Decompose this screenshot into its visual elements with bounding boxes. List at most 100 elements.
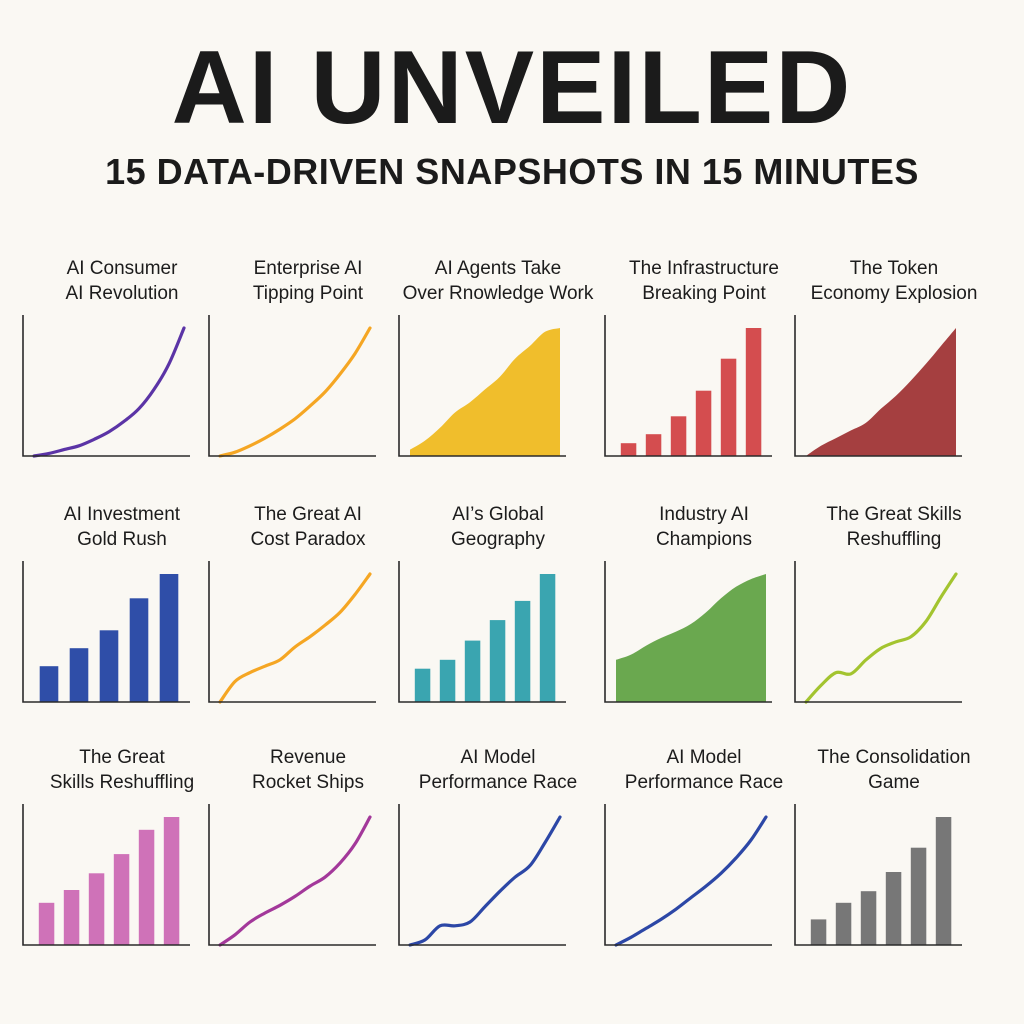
chart-panel: The Great AI Cost Paradox <box>208 502 408 742</box>
bar <box>910 847 927 945</box>
chart-panel: AI Model Performance Race <box>398 745 598 985</box>
chart-axis <box>398 804 566 946</box>
chart-panel: AI Investment Gold Rush <box>22 502 222 742</box>
bar <box>885 872 902 945</box>
chart-panel: Industry AI Champions <box>604 502 804 742</box>
chart-plot <box>794 804 962 946</box>
bar <box>539 574 556 702</box>
chart-title: The Consolidation Game <box>817 747 971 793</box>
bar <box>464 640 481 702</box>
area-series <box>410 328 560 456</box>
chart-axis <box>22 315 190 457</box>
chart-title: The Great AI Cost Paradox <box>250 504 366 550</box>
bar <box>810 919 827 945</box>
chart-plot <box>604 561 772 703</box>
chart-axis <box>604 561 772 703</box>
chart-axis <box>398 561 566 703</box>
bar <box>414 668 431 702</box>
bar <box>39 666 59 702</box>
chart-title: AI Consumer AI Revolution <box>65 258 179 304</box>
chart-axis <box>22 561 190 703</box>
chart-axis <box>208 315 376 457</box>
chart-plot <box>604 315 772 457</box>
chart-title: AI’s Global Geography <box>450 504 545 550</box>
chart-title: The Great Skills Reshuffling <box>49 747 195 793</box>
chart-title: The Token Economy Explosion <box>810 258 978 304</box>
chart-panel: The Infrastructure Breaking Point <box>604 256 804 496</box>
area-series <box>616 574 766 702</box>
chart-axis <box>208 804 376 946</box>
line-series <box>408 815 562 947</box>
chart-plot <box>22 561 190 703</box>
chart-panel: AI’s Global Geography <box>398 502 598 742</box>
chart-panel: The Token Economy Explosion <box>794 256 994 496</box>
bar <box>138 829 155 945</box>
chart-axis <box>604 804 772 946</box>
chart-axis <box>22 804 190 946</box>
chart-title: The Infrastructure Breaking Point <box>629 258 779 304</box>
main-title: AI UNVEILED <box>171 30 853 146</box>
chart-plot <box>398 804 566 947</box>
bar <box>835 902 852 945</box>
chart-plot <box>22 315 190 458</box>
area-series <box>806 328 956 456</box>
chart-title: Industry AI Champions <box>655 504 753 550</box>
chart-title: AI Model Performance Race <box>418 747 578 793</box>
bar <box>745 328 762 456</box>
bar <box>129 598 149 702</box>
chart-title: Revenue Rocket Ships <box>252 747 364 793</box>
line-series <box>218 815 372 947</box>
bar <box>163 817 180 945</box>
chart-title: AI Agents Take Over Rnowledge Work <box>402 258 594 304</box>
line-series <box>804 572 958 704</box>
bar <box>489 620 506 702</box>
chart-axis <box>794 804 962 946</box>
chart-panel: AI Agents Take Over Rnowledge Work <box>398 256 598 496</box>
chart-axis <box>398 315 566 457</box>
bar <box>935 817 952 945</box>
chart-panel: AI Model Performance Race <box>604 745 804 985</box>
bar <box>860 891 877 945</box>
chart-axis <box>208 561 376 703</box>
chart-plot <box>604 804 772 947</box>
bar <box>88 873 105 945</box>
chart-plot <box>794 561 962 704</box>
bar <box>69 648 89 702</box>
chart-title: Enterprise AI Tipping Point <box>252 258 364 304</box>
chart-title: The Great Skills Reshuffling <box>826 504 962 550</box>
line-series <box>218 572 372 704</box>
chart-plot <box>398 561 566 703</box>
subtitle: 15 DATA-DRIVEN SNAPSHOTS IN 15 MINUTES <box>105 151 919 192</box>
bar <box>514 600 531 702</box>
bar <box>159 574 179 702</box>
bar <box>63 890 80 945</box>
chart-panel: AI Consumer AI Revolution <box>22 256 222 496</box>
line-series <box>614 815 768 947</box>
chart-panel: The Great Skills Reshuffling <box>794 502 994 742</box>
bar <box>439 659 456 702</box>
chart-plot <box>398 315 566 457</box>
chart-panel: The Consolidation Game <box>794 745 994 985</box>
bar <box>38 902 55 945</box>
chart-axis <box>794 315 962 457</box>
bar <box>695 390 712 456</box>
chart-axis <box>604 315 772 457</box>
bar <box>99 630 119 702</box>
chart-plot <box>208 561 376 704</box>
line-series <box>32 326 186 458</box>
chart-axis <box>794 561 962 703</box>
bar <box>720 358 737 456</box>
chart-plot <box>208 315 376 458</box>
bar <box>620 443 637 456</box>
bar <box>645 434 662 456</box>
chart-panel: The Great Skills Reshuffling <box>22 745 222 985</box>
chart-panel: Revenue Rocket Ships <box>208 745 408 985</box>
bar <box>670 416 687 456</box>
chart-title: AI Model Performance Race <box>624 747 784 793</box>
chart-plot <box>208 804 376 947</box>
chart-plot <box>22 804 190 946</box>
line-series <box>218 326 372 458</box>
chart-plot <box>794 315 962 457</box>
bar <box>113 854 130 945</box>
chart-panel: Enterprise AI Tipping Point <box>208 256 408 496</box>
